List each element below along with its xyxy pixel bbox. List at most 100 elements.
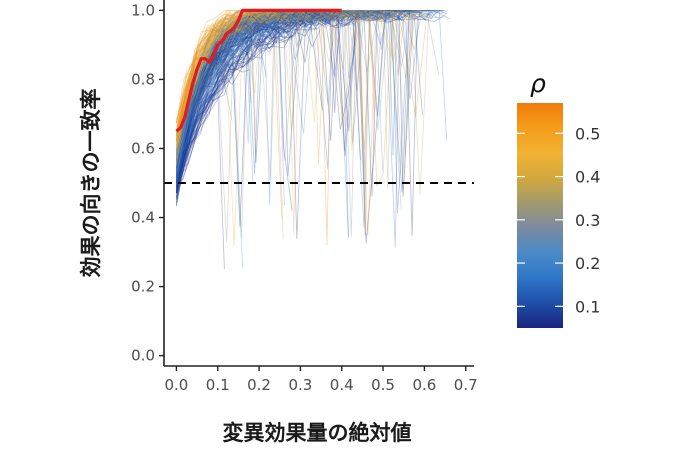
simulation-line — [176, 9, 304, 188]
simulation-line — [176, 21, 270, 198]
x-tick-label: 0.7 — [454, 376, 478, 394]
y-tick-label: 0.6 — [131, 139, 155, 157]
simulation-line — [176, 57, 227, 162]
simulation-line — [176, 9, 384, 187]
simulation-line — [176, 9, 375, 181]
simulation-line — [176, 12, 329, 200]
simulation-line — [176, 10, 317, 154]
simulation-line — [176, 9, 366, 236]
simulation-line — [176, 9, 410, 181]
simulation-line — [176, 9, 342, 182]
simulation-line — [176, 9, 427, 189]
legend-title: ρ — [530, 69, 546, 98]
simulation-line — [176, 58, 226, 189]
legend-ticks: 0.1 0.2 0.3 0.4 0.5 — [517, 124, 600, 316]
simulation-line — [176, 14, 272, 175]
simulation-line — [176, 9, 349, 237]
x-axis-title: 変異効果量の絶対値 — [223, 421, 412, 445]
simulation-line — [176, 38, 245, 181]
simulation-line — [176, 9, 410, 191]
simulation-line — [176, 14, 288, 155]
simulation-line — [176, 10, 331, 177]
simulation-line — [176, 9, 432, 136]
simulation-line — [176, 9, 446, 236]
simulation-line — [176, 23, 286, 179]
simulation-line — [176, 9, 366, 177]
simulation-line — [176, 9, 314, 179]
simulation-line — [176, 9, 434, 190]
simulation-line — [176, 9, 398, 194]
simulation-line — [176, 9, 416, 147]
simulation-line — [176, 9, 374, 176]
simulation-line — [176, 15, 284, 240]
simulation-line — [176, 10, 301, 183]
simulation-line — [176, 9, 399, 194]
simulation-line — [176, 9, 365, 179]
simulation-line — [176, 9, 334, 176]
simulation-line — [176, 9, 390, 177]
simulation-line — [176, 10, 307, 198]
simulation-line — [176, 12, 326, 187]
y-tick-label: 0.8 — [131, 70, 155, 88]
simulation-line — [176, 9, 420, 180]
simulation-line — [176, 9, 423, 137]
y-ticks: 0.0 0.2 0.4 0.6 0.8 1.0 — [131, 1, 164, 365]
simulation-line — [176, 43, 255, 189]
simulation-line — [176, 32, 218, 137]
simulation-line — [176, 16, 244, 191]
simulation-line — [176, 9, 432, 160]
simulation-line — [176, 41, 225, 171]
simulation-line — [176, 11, 301, 163]
simulation-line — [176, 9, 276, 174]
simulation-line — [176, 19, 241, 153]
x-tick-label: 0.1 — [206, 376, 230, 394]
simulation-line — [176, 28, 321, 239]
legend-tick-label: 0.3 — [575, 211, 600, 230]
simulation-line — [176, 9, 303, 163]
simulation-line — [176, 9, 407, 167]
simulation-line — [176, 22, 265, 173]
simulation-line — [176, 9, 328, 234]
simulation-line — [176, 9, 326, 157]
simulation-line — [176, 35, 229, 179]
simulation-line — [176, 40, 239, 185]
simulation-line — [176, 9, 388, 150]
legend-tick-label: 0.2 — [575, 254, 600, 273]
simulation-line — [176, 19, 285, 206]
simulation-line — [176, 9, 404, 160]
simulation-line — [176, 9, 384, 183]
simulation-line — [176, 14, 313, 174]
y-axis-title: 効果の向きの一致率 — [79, 89, 103, 278]
simulation-line — [176, 55, 233, 152]
simulation-line — [176, 16, 259, 160]
simulation-line — [176, 9, 443, 185]
simulation-line — [176, 10, 307, 178]
highlight-series-group — [175, 8, 342, 133]
legend-tick-label: 0.5 — [575, 124, 600, 143]
simulation-line — [176, 10, 291, 155]
simulation-line — [176, 9, 370, 168]
simulation-line — [176, 9, 428, 190]
simulation-line — [176, 9, 445, 203]
simulation-line — [176, 10, 296, 174]
simulation-line — [176, 9, 321, 199]
simulation-line — [176, 9, 406, 197]
simulation-line — [176, 9, 374, 141]
simulation-line — [176, 9, 362, 193]
simulation-line — [176, 40, 249, 227]
simulation-line — [176, 12, 354, 198]
x-tick-label: 0.3 — [288, 376, 312, 394]
simulation-line — [176, 19, 268, 207]
simulation-line — [176, 9, 444, 177]
simulation-line — [176, 9, 318, 200]
simulation-line — [176, 37, 256, 153]
simulation-line — [176, 9, 332, 155]
simulation-line — [176, 9, 342, 161]
simulation-line — [176, 23, 257, 238]
simulation-line — [176, 9, 333, 175]
simulation-line — [176, 9, 407, 244]
simulation-line — [176, 9, 394, 152]
simulation-line — [176, 9, 371, 149]
simulation-line — [176, 9, 263, 141]
simulation-line — [176, 9, 439, 162]
